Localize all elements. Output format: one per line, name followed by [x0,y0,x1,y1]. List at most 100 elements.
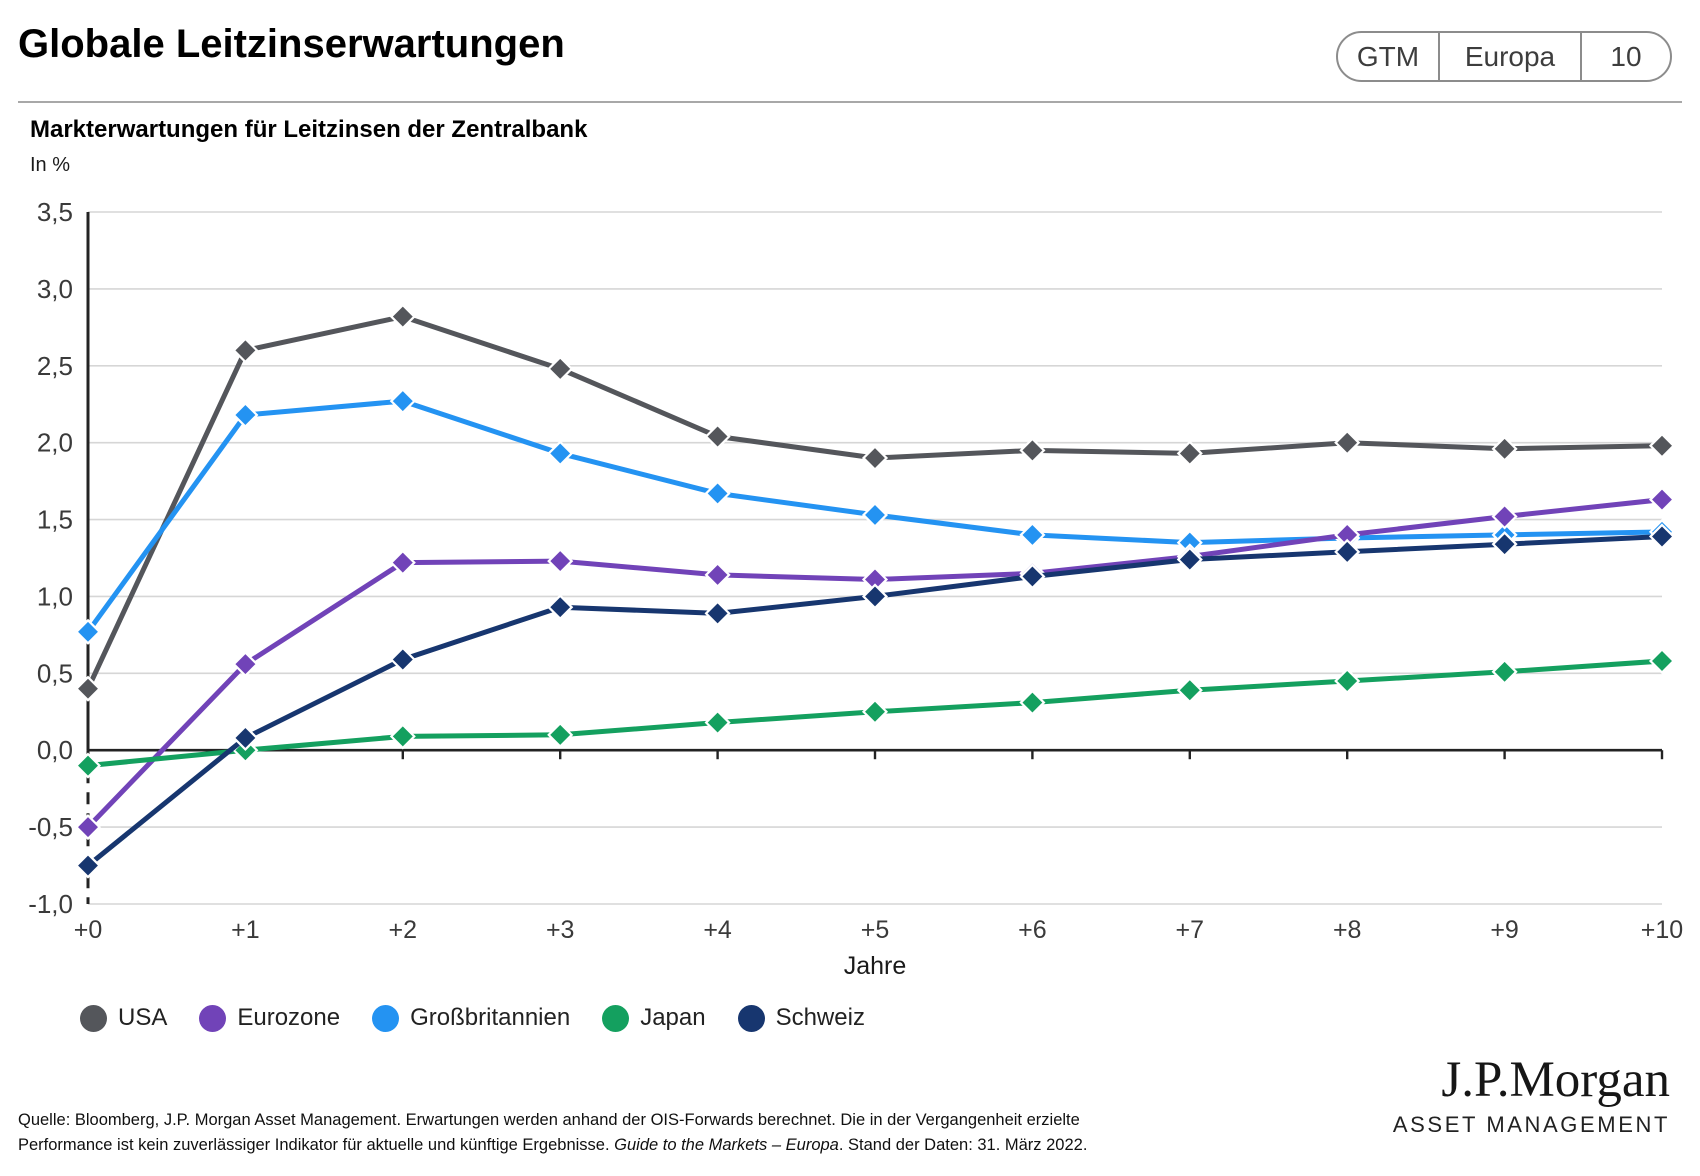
marker-schweiz [861,583,889,610]
legend-dot-icon [199,1004,227,1032]
marker-japan [1648,647,1676,675]
chart-subtitle: Markterwartungen für Leitzinsen der Zent… [30,116,588,143]
y-tick-label: 2,5 [37,351,73,381]
marker-schweiz [232,724,259,751]
marker-gro-britannien [1019,521,1046,548]
legend-label: Eurozone [237,1004,341,1031]
marker-japan [1334,667,1361,695]
badge-gtm-label: GTM [1356,40,1420,72]
badge-separator [1580,33,1582,80]
legend-item-japan: Japan [602,1004,706,1032]
logo-division: ASSET MANAGEMENT [1392,1111,1670,1137]
marker-japan [1491,658,1518,685]
legend-label: Großbritannien [410,1004,571,1031]
x-tick-label: +5 [861,916,890,944]
source-text-end: . Stand der Daten: 31. März 2022. [838,1136,1088,1155]
header-divider [18,101,1682,103]
marker-gro-britannien [232,401,259,429]
marker-gro-britannien [74,618,102,645]
y-tick-label: -1,0 [28,889,73,919]
chart-legend: USA Eurozone Großbritannien Japan Schweiz [80,1004,865,1032]
marker-usa [1334,429,1361,456]
legend-label: USA [118,1004,168,1031]
marker-gro-britannien [547,440,574,467]
badge-separator [1438,33,1440,80]
marker-eurozone [389,549,416,576]
marker-gro-britannien [861,501,889,528]
marker-japan [547,721,574,748]
marker-schweiz [389,646,416,673]
x-tick-label: +1 [231,916,260,944]
marker-japan [1019,689,1046,716]
marker-schweiz [74,852,102,879]
x-tick-label: +3 [546,916,575,944]
legend-dot-icon [80,1004,107,1032]
legend-dot-icon [737,1004,765,1032]
legend-dot-icon [372,1004,400,1032]
source-text: Quelle: Bloomberg, J.P. Morgan Asset Man… [18,1108,1128,1158]
marker-eurozone [74,814,102,841]
gtm-badge: GTM Europa 10 [1336,31,1672,82]
marker-usa [861,444,889,472]
legend-item-eurozone: Eurozone [199,1004,340,1032]
marker-japan [861,698,889,725]
x-tick-label: +2 [389,916,418,944]
page-title: Globale Leitzinserwartungen [18,22,565,66]
marker-eurozone [232,651,259,678]
x-tick-label: +0 [74,916,103,944]
source-text-regular: Quelle: Bloomberg, J.P. Morgan Asset Man… [18,1111,1080,1155]
y-tick-label: 2,0 [37,428,73,458]
marker-usa [704,423,731,450]
x-tick-label: +4 [703,916,732,944]
y-tick-label: 3,5 [37,197,73,227]
marker-schweiz [1334,538,1361,565]
legend-item-schweiz: Schweiz [737,1004,865,1032]
marker-usa [232,337,259,364]
marker-japan [74,752,102,779]
x-axis-title: Jahre [844,952,907,980]
x-tick-label: +6 [1018,916,1047,944]
marker-japan [389,723,416,750]
marker-usa [1648,432,1676,459]
marker-schweiz [1019,563,1046,590]
marker-eurozone [1491,503,1518,530]
marker-japan [1176,677,1203,704]
legend-item-gro-britannien: Großbritannien [372,1004,570,1032]
legend-item-usa: USA [80,1004,167,1032]
legend-label: Schweiz [775,1004,865,1031]
marker-japan [704,709,731,736]
badge-region-label: Europa [1464,40,1556,72]
x-tick-label: +9 [1490,916,1519,944]
marker-schweiz [1176,546,1203,573]
y-tick-label: 0,0 [37,735,73,765]
marker-schweiz [547,594,574,621]
badge-page-number: 10 [1610,40,1642,72]
logo-brand: J.P.Morgan [1441,1052,1670,1108]
legend-label: Japan [640,1004,706,1031]
y-tick-label: -0,5 [28,812,73,842]
chart-svg: 3,5 3,0 2,5 2,0 1,5 1,0 0,5 0,0 -0,5 -1,0+0 +1 +2 +3… [28,197,1683,980]
marker-eurozone [1648,486,1676,513]
marker-usa [1491,435,1518,462]
x-tick-label: +8 [1333,916,1362,944]
marker-schweiz [1491,531,1518,558]
y-tick-label: 0,5 [37,658,73,688]
marker-gro-britannien [704,480,731,507]
marker-usa [74,675,102,702]
source-text-italic: Guide to the Markets – Europa [614,1136,839,1155]
marker-schweiz [704,600,731,627]
marker-gro-britannien [389,388,416,415]
marker-eurozone [547,548,574,575]
y-tick-label: 1,5 [37,505,73,535]
y-tick-label: 3,0 [37,274,73,304]
marker-schweiz [1648,523,1676,550]
marker-usa [547,355,574,382]
marker-eurozone [704,561,731,588]
x-tick-label: +10 [1641,916,1683,944]
marker-usa [1019,437,1046,464]
marker-usa [389,303,416,330]
jpmorgan-logo: J.P.Morgan ASSET MANAGEMENT [1392,1052,1670,1138]
marker-usa [1176,440,1203,467]
legend-dot-icon [602,1004,630,1032]
